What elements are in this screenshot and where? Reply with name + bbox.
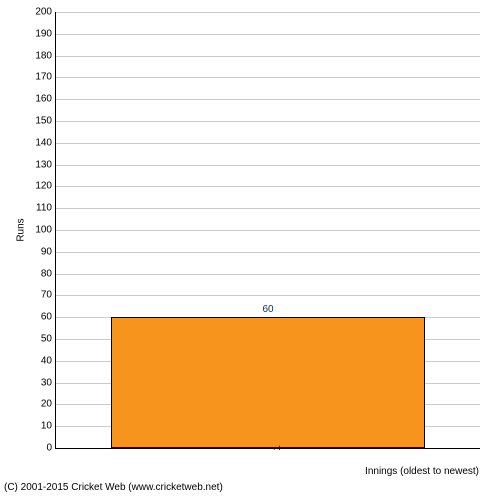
ytick-label: 110 — [36, 203, 56, 214]
gridline — [56, 34, 480, 35]
ytick-label: 100 — [35, 225, 56, 236]
gridline — [56, 77, 480, 78]
ytick-label: 140 — [35, 137, 56, 148]
ytick-label: 120 — [35, 181, 56, 192]
ytick-label: 180 — [35, 50, 56, 61]
gridline — [56, 208, 480, 209]
gridline — [56, 99, 480, 100]
ytick-label: 190 — [35, 28, 56, 39]
ytick-label: 90 — [41, 246, 56, 257]
ytick-label: 50 — [41, 334, 56, 345]
gridline — [56, 165, 480, 166]
ytick-label: 150 — [35, 116, 56, 127]
gridline — [56, 143, 480, 144]
bar-value-label: 60 — [262, 304, 273, 315]
gridline — [56, 252, 480, 253]
gridline — [56, 186, 480, 187]
ytick-label: 40 — [41, 355, 56, 366]
gridline — [56, 274, 480, 275]
copyright-text: (C) 2001-2015 Cricket Web (www.cricketwe… — [4, 482, 223, 493]
ytick-label: 200 — [35, 7, 56, 18]
gridline — [56, 121, 480, 122]
gridline — [56, 230, 480, 231]
ytick-label: 0 — [46, 443, 56, 454]
x-axis-label: Innings (oldest to newest) — [365, 466, 479, 477]
gridline — [56, 295, 480, 296]
ytick-label: 170 — [35, 72, 56, 83]
ytick-label: 30 — [41, 377, 56, 388]
xtick-label: 1 — [268, 445, 283, 451]
bar — [111, 317, 425, 448]
gridline — [56, 56, 480, 57]
ytick-label: 60 — [41, 312, 56, 323]
ytick-label: 10 — [41, 421, 56, 432]
plot-area: 0102030405060708090100110120130140150160… — [55, 12, 480, 449]
y-axis-label: Runs — [16, 218, 27, 241]
gridline — [56, 12, 480, 13]
ytick-label: 160 — [35, 94, 56, 105]
ytick-label: 130 — [35, 159, 56, 170]
ytick-label: 20 — [41, 399, 56, 410]
chart-container: 0102030405060708090100110120130140150160… — [0, 0, 500, 500]
ytick-label: 70 — [41, 290, 56, 301]
ytick-label: 80 — [41, 268, 56, 279]
